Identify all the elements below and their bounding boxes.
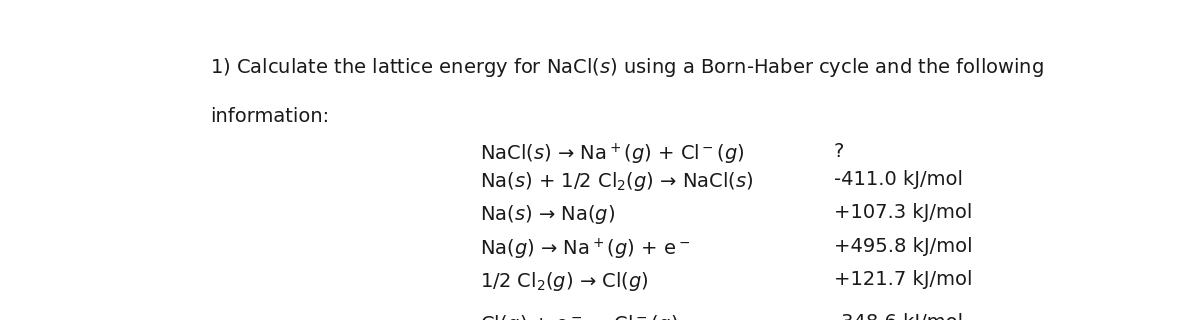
Text: +107.3 kJ/mol: +107.3 kJ/mol bbox=[834, 204, 972, 222]
Text: +495.8 kJ/mol: +495.8 kJ/mol bbox=[834, 237, 972, 256]
Text: Na($g$) → Na$^+$($g$) + e$^-$: Na($g$) → Na$^+$($g$) + e$^-$ bbox=[480, 237, 690, 262]
Text: 1/2 Cl$_2$($g$) → Cl($g$): 1/2 Cl$_2$($g$) → Cl($g$) bbox=[480, 270, 649, 293]
Text: Na($s$) + 1/2 Cl$_2$($g$) → NaCl($s$): Na($s$) + 1/2 Cl$_2$($g$) → NaCl($s$) bbox=[480, 170, 754, 193]
Text: ?: ? bbox=[834, 142, 844, 161]
Text: -411.0 kJ/mol: -411.0 kJ/mol bbox=[834, 170, 962, 189]
Text: 1) Calculate the lattice energy for NaCl($s$) using a Born-Haber cycle and the f: 1) Calculate the lattice energy for NaCl… bbox=[210, 56, 1044, 79]
Text: information:: information: bbox=[210, 108, 330, 126]
Text: NaCl($s$) → Na$^+$($g$) + Cl$^-$($g$): NaCl($s$) → Na$^+$($g$) + Cl$^-$($g$) bbox=[480, 142, 745, 167]
Text: +121.7 kJ/mol: +121.7 kJ/mol bbox=[834, 270, 972, 289]
Text: -348.6 kJ/mol: -348.6 kJ/mol bbox=[834, 313, 962, 320]
Text: Cl($g$) + e$^-$ → Cl$^-$($g$): Cl($g$) + e$^-$ → Cl$^-$($g$) bbox=[480, 313, 678, 320]
Text: Na($s$) → Na($g$): Na($s$) → Na($g$) bbox=[480, 204, 616, 227]
